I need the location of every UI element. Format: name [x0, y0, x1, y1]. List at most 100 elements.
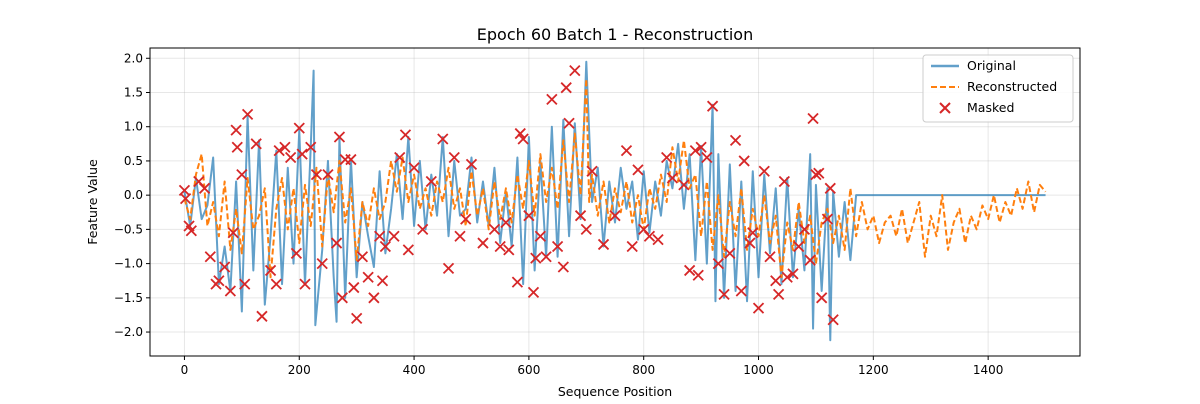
- masked-marker: [609, 210, 621, 222]
- masked-marker: [569, 64, 581, 77]
- masked-marker: [551, 240, 564, 253]
- masked-marker: [442, 262, 455, 275]
- masked-marker: [227, 227, 239, 239]
- y-tick-label: 2.0: [124, 51, 143, 65]
- masked-marker: [348, 281, 360, 294]
- masked-marker: [250, 138, 262, 150]
- masked-marker: [597, 238, 610, 251]
- legend-box: [922, 54, 1074, 123]
- masked-marker: [764, 251, 776, 263]
- x-tick-label: 400: [403, 363, 426, 377]
- masked-marker: [517, 133, 529, 145]
- x-tick-label: 200: [288, 363, 311, 377]
- masked-marker: [376, 275, 389, 287]
- masked-marker: [336, 292, 348, 304]
- masked-marker: [560, 82, 572, 94]
- masked-marker: [388, 230, 400, 242]
- masked-marker: [425, 175, 437, 188]
- masked-marker: [330, 237, 343, 249]
- masked-marker: [310, 168, 323, 181]
- masked-marker: [270, 278, 282, 290]
- y-tick-label: 0.0: [124, 188, 143, 202]
- masked-marker: [503, 244, 515, 256]
- masked-marker: [586, 165, 598, 177]
- masked-marker: [701, 151, 713, 164]
- masked-marker: [417, 223, 429, 236]
- masked-marker: [546, 93, 558, 105]
- masked-marker: [293, 122, 305, 134]
- masked-marker: [333, 131, 346, 143]
- masked-marker: [738, 155, 750, 167]
- masked-marker: [527, 286, 540, 298]
- masked-marker: [620, 145, 633, 157]
- x-tick-label: 0: [181, 363, 189, 377]
- y-tick-label: 1.5: [124, 85, 143, 99]
- masked-marker: [810, 168, 822, 181]
- masked-marker: [437, 133, 449, 145]
- masked-marker: [285, 151, 297, 164]
- masked-marker: [778, 175, 790, 188]
- y-axis-ticks: −2.0 −1.5 −1.0 −0.5 0.0 0.5 1.0 1.5 2.0: [114, 51, 150, 339]
- masked-marker: [706, 100, 719, 112]
- masked-marker: [804, 254, 816, 266]
- masked-marker: [290, 247, 303, 259]
- plot-area: [178, 60, 1047, 342]
- masked-marker: [523, 210, 535, 222]
- masked-marker: [500, 216, 512, 229]
- masked-marker: [632, 164, 644, 176]
- masked-marker: [530, 252, 542, 264]
- masked-marker: [368, 292, 380, 304]
- masked-marker: [729, 134, 742, 147]
- masked-marker: [179, 192, 192, 205]
- legend-label-masked: Masked: [967, 100, 1014, 115]
- masked-marker: [666, 172, 679, 184]
- masked-marker: [488, 223, 501, 236]
- masked-marker: [758, 165, 770, 177]
- masked-marker: [580, 223, 592, 236]
- masked-marker: [824, 182, 836, 194]
- masked-marker: [807, 112, 819, 125]
- masked-marker: [652, 234, 664, 246]
- masked-marker: [379, 240, 392, 253]
- masked-marker: [692, 269, 704, 281]
- masked-marker: [718, 288, 730, 301]
- masked-marker: [477, 237, 489, 249]
- masked-marker: [772, 288, 785, 301]
- x-tick-label: 1000: [743, 363, 774, 377]
- masked-marker: [454, 230, 466, 242]
- x-tick-label: 1200: [858, 363, 889, 377]
- x-tick-label: 600: [517, 363, 540, 377]
- masked-marker: [345, 153, 357, 166]
- masked-marker: [747, 227, 759, 239]
- masked-marker: [322, 168, 334, 181]
- masked-marker: [224, 285, 237, 297]
- legend: Original Reconstructed Masked: [922, 54, 1074, 123]
- masked-marker: [798, 223, 811, 236]
- masked-marker: [494, 240, 506, 253]
- masked-marker: [816, 292, 828, 304]
- masked-marker: [296, 148, 308, 160]
- masked-marker: [683, 264, 696, 277]
- masked-marker: [231, 141, 243, 153]
- masked-marker: [689, 145, 702, 157]
- masked-marker: [793, 240, 805, 253]
- masked-marker: [239, 278, 251, 290]
- masked-markers: [178, 64, 839, 326]
- masked-marker: [394, 151, 406, 164]
- y-axis-label: Feature Value: [85, 159, 100, 245]
- masked-marker: [827, 314, 839, 326]
- y-tick-label: −2.0: [114, 325, 143, 339]
- x-axis-label: Sequence Position: [558, 384, 672, 399]
- masked-marker: [273, 145, 285, 157]
- masked-marker: [299, 278, 311, 290]
- legend-label-reconstructed: Reconstructed: [967, 79, 1057, 94]
- masked-marker: [373, 230, 386, 242]
- masked-marker: [724, 247, 736, 259]
- masked-marker: [460, 213, 472, 225]
- masked-marker: [402, 244, 414, 256]
- masked-marker: [204, 251, 216, 263]
- masked-marker: [465, 158, 478, 170]
- masked-marker: [198, 182, 211, 194]
